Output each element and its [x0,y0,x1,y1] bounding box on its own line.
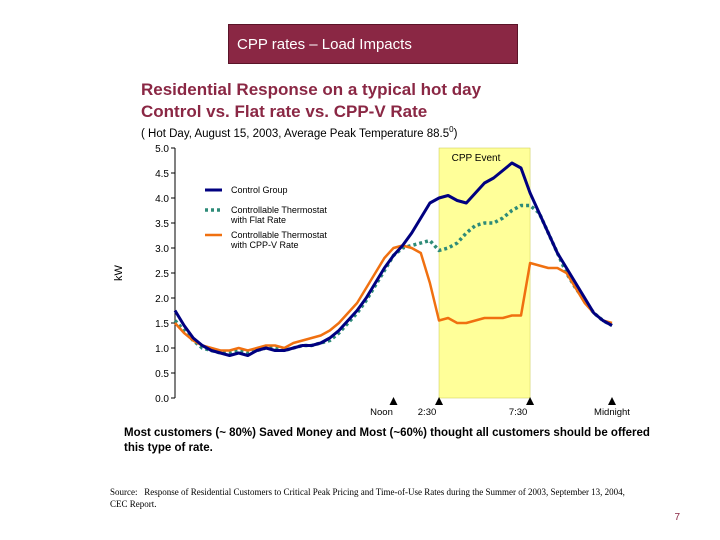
summary-text: Most customers (~ 80%) Saved Money and M… [124,427,650,454]
y-tick-label: 0.0 [155,394,169,405]
y-tick-label: 1.5 [155,319,169,330]
banner-title: CPP rates – Load Impacts [237,36,412,53]
cpp-event-band [438,147,531,399]
page-number: 7 [674,512,680,523]
cpp-event-label: CPP Event [452,153,501,164]
y-tick-label: 3.0 [155,244,169,255]
legend-cppv-label: Controllable Thermostat with CPP-V Rate [230,230,327,250]
legend-flat-label: Controllable Thermostat with Flat Rate [230,205,327,225]
heading-line-1: Residential Response on a typical hot da… [141,80,482,99]
y-tick-label: 2.0 [155,294,169,305]
y-tick-label: 4.5 [155,169,169,180]
title-banner: CPP rates – Load Impacts [228,24,518,64]
x-marker-triangle [526,397,535,405]
source-text: Response of Residential Customers to Cri… [110,487,625,509]
page-heading: Residential Response on a typical hot da… [141,79,481,123]
x-marker-triangle [435,397,444,405]
y-tick-label: 3.5 [155,219,169,230]
y-tick-label: 0.5 [155,369,169,380]
x-marker-triangle [608,397,616,405]
cppv-rate-line [174,244,613,352]
subheading-end: ) [453,127,458,140]
control-group-line [173,161,613,357]
y-tick-label: 1.0 [155,344,169,355]
subheading-text: ( Hot Day, August 15, 2003, Average Peak… [141,127,450,140]
heading-line-2: Control vs. Flat rate vs. CPP-V Rate [141,102,428,121]
source-label: Source: [110,487,138,497]
x-marker-label: Noon [370,407,393,418]
x-marker-triangle [389,397,398,405]
x-marker-label: 7:30 [509,407,528,418]
x-marker-label: 2:30 [418,407,437,418]
subheading-degree: 0 [449,125,454,134]
y-tick-label: 5.0 [155,144,169,155]
y-tick-label: 4.0 [155,194,169,205]
legend-control-label: Control Group [231,185,288,195]
page-subheading: ( Hot Day, August 15, 2003, Average Peak… [141,125,457,140]
source-note: Source: Response of Residential Customer… [110,486,630,510]
y-tick-label: 2.5 [155,269,169,280]
y-axis-label: kW [113,264,125,281]
x-marker-label: Midnight [594,407,630,418]
